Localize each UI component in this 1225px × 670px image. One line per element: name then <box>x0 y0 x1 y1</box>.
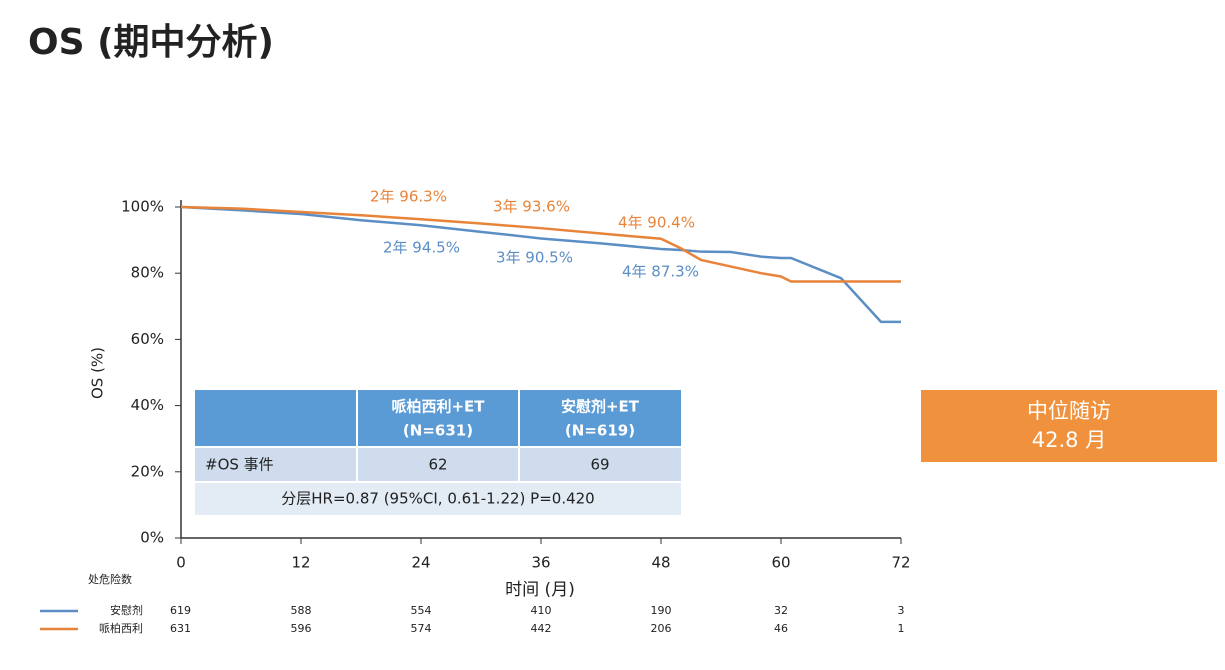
x-tick-label: 60 <box>771 554 790 572</box>
at-risk-count: 554 <box>411 604 432 617</box>
at-risk-count: 619 <box>170 604 191 617</box>
survival-curve <box>180 205 901 283</box>
y-tick-label: 40% <box>131 396 164 414</box>
table-row <box>195 447 681 482</box>
table-header-text: (N=631) <box>403 422 473 440</box>
table-header-text: 哌柏西利+ET <box>391 398 485 416</box>
at-risk-count: 596 <box>291 622 312 635</box>
at-risk-count: 190 <box>651 604 672 617</box>
table-footnote-row <box>195 482 681 515</box>
x-tick-label: 48 <box>651 554 670 572</box>
at-risk-count: 206 <box>651 622 672 635</box>
survival-curve <box>180 205 901 324</box>
callout-text: 中位随访 <box>1027 399 1111 423</box>
milestone-label: 3年 93.6% <box>493 198 570 216</box>
table-header-text: (N=619) <box>565 422 635 440</box>
x-tick-label: 12 <box>291 554 310 572</box>
x-tick-label: 72 <box>891 554 910 572</box>
callout-box <box>921 390 1217 462</box>
table-footnote: 分层HR=0.87 (95%CI, 0.61-1.22) P=0.420 <box>281 490 594 508</box>
milestone-label: 4年 87.3% <box>622 263 699 281</box>
risk-title: 处危险数 <box>88 572 132 586</box>
legend-label: 哌柏西利 <box>99 621 143 635</box>
y-axis-label: OS (%) <box>89 347 107 399</box>
x-tick-label: 0 <box>176 554 186 572</box>
x-axis-label: 时间 (月) <box>505 580 575 600</box>
table-cell: 62 <box>428 456 447 474</box>
at-risk-count: 442 <box>531 622 552 635</box>
at-risk-count: 574 <box>411 622 432 635</box>
milestone-label: 2年 94.5% <box>383 239 460 257</box>
at-risk-count: 410 <box>531 604 552 617</box>
y-tick-label: 60% <box>131 330 164 348</box>
table-header-text: 安慰剂+ET <box>561 398 640 416</box>
milestone-label: 4年 90.4% <box>618 214 695 232</box>
at-risk-count: 3 <box>898 604 905 617</box>
at-risk-count: 32 <box>774 604 788 617</box>
x-tick-label: 36 <box>531 554 550 572</box>
x-tick-label: 24 <box>411 554 430 572</box>
at-risk-count: 46 <box>774 622 788 635</box>
table-cell: #OS 事件 <box>205 456 274 474</box>
table: 哌柏西利+ET (N=631) 安慰剂+ET (N=619) #OS 事件 62 69 分层H… <box>195 390 681 515</box>
y-tick-label: 20% <box>131 462 164 480</box>
y-tick-label: 100% <box>121 198 164 216</box>
callout-text: 42.8 月 <box>1032 428 1106 452</box>
at-risk-count: 588 <box>291 604 312 617</box>
at-risk-count: 631 <box>170 622 191 635</box>
at-risk-count: 1 <box>898 622 905 635</box>
milestone-label: 2年 96.3% <box>370 188 447 206</box>
y-tick-label: 80% <box>131 264 164 282</box>
table-header <box>195 390 681 447</box>
table-cell: 69 <box>590 456 609 474</box>
y-tick-label: 0% <box>140 529 164 547</box>
milestone-label: 3年 90.5% <box>496 249 573 267</box>
legend-label: 安慰剂 <box>110 603 143 617</box>
slide-title: OS (期中分析) <box>28 22 274 63</box>
